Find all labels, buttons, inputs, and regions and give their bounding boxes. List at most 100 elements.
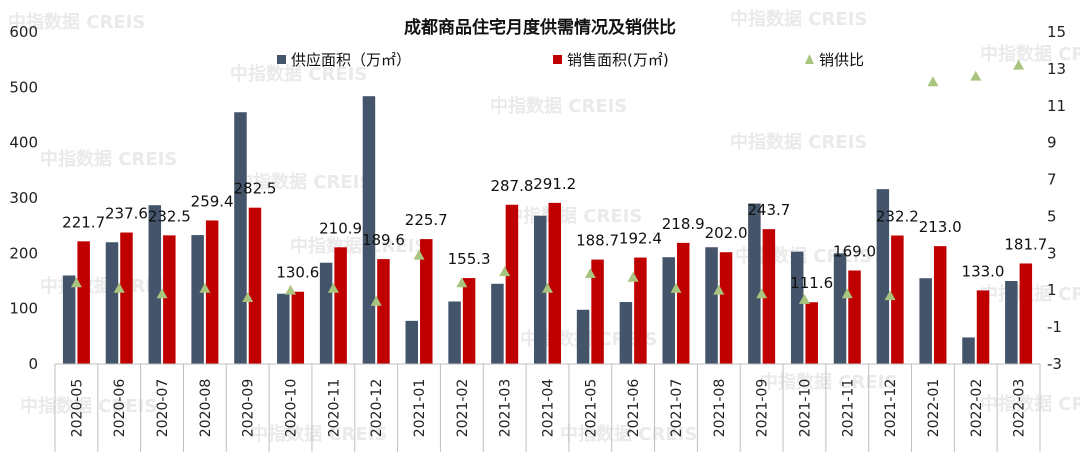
supply-bar — [790, 251, 804, 364]
x-axis-tick-label: 2020-07 — [155, 379, 171, 438]
sales-data-label: 155.3 — [448, 250, 491, 268]
watermark-text: 中指数据 CREIS — [560, 423, 697, 445]
legend-swatch-sales — [553, 55, 562, 64]
sales-bar — [377, 259, 390, 364]
right-axis-tick-label: 1 — [1047, 281, 1057, 299]
sales-bar — [933, 246, 947, 364]
sales-bar — [634, 257, 647, 364]
supply-bar — [62, 275, 76, 364]
x-axis-tick-label: 2020-09 — [241, 379, 257, 438]
sales-data-label: 259.4 — [191, 192, 234, 210]
ratio-point — [327, 282, 339, 293]
left-axis-tick-label: 300 — [9, 189, 38, 207]
sales-bar — [891, 235, 904, 364]
sales-data-label: 169.0 — [833, 242, 876, 260]
supply-bar — [619, 302, 633, 364]
supply-bar — [362, 96, 376, 364]
sales-data-label: 202.0 — [705, 224, 748, 242]
ratio-point — [542, 282, 553, 293]
supply-bar — [148, 205, 162, 364]
sales-bar — [676, 242, 690, 364]
x-axis-tick-label: 2022-02 — [969, 379, 985, 438]
legend: 供应面积（万㎡） 销售面积(万㎡) 销供比 — [277, 51, 864, 69]
legend-label: 销供比 — [819, 51, 864, 69]
x-axis-tick-label: 2020-11 — [326, 379, 342, 438]
sales-bar — [762, 229, 776, 364]
bar-series-layer — [62, 96, 1033, 364]
right-axis-tick-label: -1 — [1047, 318, 1062, 336]
sales-bar — [462, 278, 476, 364]
ratio-series-layer — [70, 59, 1025, 306]
sales-bar — [591, 259, 604, 364]
supply-bar — [277, 293, 290, 364]
legend-label: 供应面积（万㎡） — [291, 51, 411, 69]
x-axis-tick-label: 2021-08 — [712, 379, 728, 438]
watermark-text: 中指数据 CREIS — [490, 95, 627, 117]
supply-bar — [448, 301, 461, 364]
sales-bar — [248, 207, 262, 364]
sales-bar — [505, 204, 519, 364]
watermark-text: 中指数据 CREIS — [8, 11, 145, 33]
left-axis-tick-label: 0 — [28, 355, 38, 373]
supply-bar — [319, 262, 333, 364]
left-axis-tick-label: 500 — [9, 78, 38, 96]
watermark-text: 中指数据 CREIS — [230, 63, 367, 85]
sales-bar — [205, 220, 219, 364]
ratio-point — [113, 282, 125, 293]
sales-bar — [548, 202, 561, 364]
x-axis-tick-label: 2021-01 — [412, 379, 428, 438]
watermark-text: 中指数据 CREIS — [730, 131, 867, 153]
sales-bar — [1019, 263, 1033, 364]
x-axis-tick-label: 2021-02 — [455, 379, 471, 438]
right-axis-tick-label: 3 — [1047, 244, 1057, 262]
sales-data-label: 287.8 — [490, 177, 533, 195]
supply-bar — [662, 257, 675, 364]
sales-data-label: 133.0 — [962, 262, 1005, 280]
left-axis-tick-label: 400 — [9, 134, 38, 152]
watermark-text: 中指数据 CREIS — [20, 395, 157, 417]
x-axis: 2020-05 2020-06 2020-07 2020-08 2020-09 2020-… — [54, 363, 1041, 452]
x-axis-tick-label: 2020-06 — [112, 379, 128, 438]
right-axis-tick-label: 15 — [1047, 23, 1066, 41]
sales-data-label: 232.5 — [148, 207, 191, 225]
supply-bar — [833, 253, 847, 364]
watermark-text: 中指数据 CREIS — [250, 423, 387, 445]
sales-data-label: 130.6 — [276, 264, 319, 282]
sales-bar — [976, 290, 990, 364]
supply-bar — [534, 215, 547, 364]
right-axis-tick-label: 13 — [1047, 60, 1066, 78]
supply-bar — [705, 247, 718, 364]
ratio-point — [584, 268, 596, 279]
ratio-point — [70, 277, 82, 288]
chart-title: 成都商品住宅月度供需情况及销供比 — [404, 17, 676, 38]
ratio-point — [670, 282, 682, 293]
x-axis-tick-label: 2021-06 — [626, 379, 642, 438]
x-axis-tick-label: 2021-04 — [541, 379, 557, 438]
supply-bar — [576, 309, 590, 364]
left-y-axis: 0 100 200 300 400 500 600 — [9, 23, 38, 373]
x-axis-tick-label: 2021-12 — [883, 379, 899, 438]
sales-bar — [291, 291, 305, 364]
ratio-point — [627, 271, 639, 282]
supply-bar — [919, 278, 932, 364]
x-axis-tick-label: 2021-07 — [669, 379, 685, 438]
sales-data-label: 181.7 — [1004, 235, 1047, 253]
x-axis-tick-label: 2021-09 — [755, 379, 771, 438]
sales-bar — [420, 239, 433, 364]
watermark-text: 中指数据 CREIS — [235, 171, 372, 193]
legend-swatch-supply — [277, 55, 286, 64]
ratio-point — [756, 288, 768, 299]
supply-bar — [191, 235, 204, 364]
ratio-point — [242, 292, 254, 302]
sales-bar — [334, 247, 347, 364]
x-axis-tick-label: 2020-05 — [69, 379, 85, 438]
ratio-point — [841, 288, 853, 299]
right-axis-tick-label: 7 — [1047, 171, 1057, 189]
sales-bar — [719, 252, 733, 364]
right-axis-tick-label: -3 — [1047, 355, 1062, 373]
sales-data-label: 188.7 — [576, 232, 619, 250]
ratio-point — [713, 284, 725, 295]
right-axis-tick-label: 5 — [1047, 207, 1057, 225]
sales-data-label: 213.0 — [919, 218, 962, 236]
